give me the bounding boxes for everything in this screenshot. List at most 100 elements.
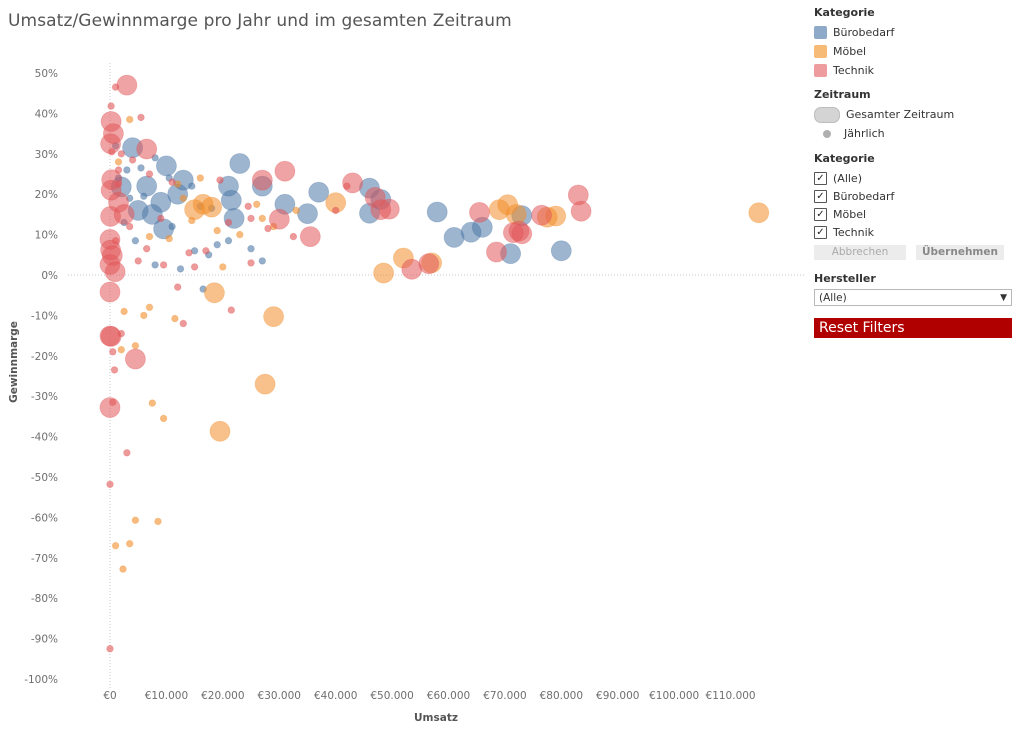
data-point[interactable] xyxy=(114,166,123,174)
data-point[interactable] xyxy=(109,398,117,406)
data-point[interactable] xyxy=(100,325,122,347)
data-point[interactable] xyxy=(426,201,448,223)
data-point[interactable] xyxy=(117,346,125,354)
data-point[interactable] xyxy=(145,170,154,178)
data-point[interactable] xyxy=(114,158,123,166)
data-point[interactable] xyxy=(343,182,351,190)
data-point[interactable] xyxy=(511,223,533,245)
data-point[interactable] xyxy=(224,236,233,245)
data-point[interactable] xyxy=(213,240,221,249)
data-point[interactable] xyxy=(202,247,210,255)
data-point[interactable] xyxy=(531,204,552,226)
data-point[interactable] xyxy=(188,182,196,190)
data-point[interactable] xyxy=(131,342,140,350)
data-point[interactable] xyxy=(131,516,140,524)
data-point[interactable] xyxy=(289,232,298,241)
cancel-button[interactable]: Abbrechen xyxy=(814,245,906,260)
data-point[interactable] xyxy=(213,226,221,235)
data-point[interactable] xyxy=(258,257,266,265)
data-point[interactable] xyxy=(219,263,227,271)
data-point[interactable] xyxy=(109,348,117,356)
data-point[interactable] xyxy=(176,265,185,273)
data-point[interactable] xyxy=(124,348,146,370)
data-point[interactable] xyxy=(140,192,148,200)
data-point[interactable] xyxy=(151,261,159,269)
data-point[interactable] xyxy=(99,281,121,303)
legend-item-buerobedarf[interactable]: Bürobedarf xyxy=(814,23,1012,42)
data-point[interactable] xyxy=(141,203,163,225)
data-point[interactable] xyxy=(106,645,114,653)
data-point[interactable] xyxy=(137,164,145,172)
checkbox-moebel[interactable]: ✓ Möbel xyxy=(814,205,1012,223)
apply-button[interactable]: Übernehmen xyxy=(916,245,1004,260)
data-point[interactable] xyxy=(134,257,142,265)
data-point[interactable] xyxy=(168,222,176,231)
data-point[interactable] xyxy=(236,230,244,239)
data-point[interactable] xyxy=(111,83,120,91)
data-point[interactable] xyxy=(570,200,592,222)
data-point[interactable] xyxy=(188,216,196,225)
data-point[interactable] xyxy=(111,542,120,550)
data-point[interactable] xyxy=(229,153,251,174)
data-point[interactable] xyxy=(110,366,119,374)
data-point[interactable] xyxy=(154,517,162,526)
data-point[interactable] xyxy=(106,480,114,488)
checkbox-alle[interactable]: ✓ (Alle) xyxy=(814,169,1012,187)
data-point[interactable] xyxy=(227,306,235,314)
data-point[interactable] xyxy=(418,253,440,275)
data-point[interactable] xyxy=(185,249,193,257)
data-point[interactable] xyxy=(119,565,127,573)
data-point[interactable] xyxy=(145,303,154,311)
data-point[interactable] xyxy=(123,166,131,174)
data-point[interactable] xyxy=(173,283,182,291)
data-point[interactable] xyxy=(107,102,115,110)
data-point[interactable] xyxy=(253,200,261,208)
data-point[interactable] xyxy=(145,232,154,241)
legend-item-technik[interactable]: Technik xyxy=(814,61,1012,80)
data-point[interactable] xyxy=(136,138,158,160)
data-point[interactable] xyxy=(171,314,179,323)
data-point[interactable] xyxy=(244,202,252,210)
radio-jaehrlich[interactable]: Jährlich xyxy=(814,124,1012,143)
data-point[interactable] xyxy=(168,178,176,186)
data-point[interactable] xyxy=(292,206,300,215)
data-point[interactable] xyxy=(131,236,140,245)
data-point[interactable] xyxy=(179,194,187,202)
reset-filters-button[interactable]: Reset Filters xyxy=(814,318,1012,338)
data-point[interactable] xyxy=(251,169,273,191)
data-point[interactable] xyxy=(209,420,231,442)
data-point[interactable] xyxy=(117,329,125,338)
data-point[interactable] xyxy=(148,399,156,407)
data-point[interactable] xyxy=(190,263,199,271)
data-point[interactable] xyxy=(155,155,177,177)
data-point[interactable] xyxy=(140,311,148,320)
radio-gesamter-zeitraum[interactable]: Gesamter Zeitraum xyxy=(814,105,1012,124)
data-point[interactable] xyxy=(125,115,134,124)
data-point[interactable] xyxy=(378,198,400,220)
data-point[interactable] xyxy=(220,189,242,211)
data-point[interactable] xyxy=(263,306,285,328)
data-point[interactable] xyxy=(332,206,340,215)
data-point[interactable] xyxy=(254,373,276,395)
data-point[interactable] xyxy=(107,148,116,156)
data-point[interactable] xyxy=(224,218,233,227)
data-point[interactable] xyxy=(247,214,255,223)
data-point[interactable] xyxy=(113,203,135,225)
data-point[interactable] xyxy=(216,176,224,184)
legend-item-moebel[interactable]: Möbel xyxy=(814,42,1012,61)
data-point[interactable] xyxy=(299,226,321,248)
data-point[interactable] xyxy=(550,240,572,262)
data-point[interactable] xyxy=(157,214,165,223)
data-point[interactable] xyxy=(116,74,138,96)
data-point[interactable] xyxy=(120,307,128,316)
data-point[interactable] xyxy=(247,259,255,267)
data-point[interactable] xyxy=(159,414,168,423)
data-point[interactable] xyxy=(123,449,131,457)
data-point[interactable] xyxy=(104,261,126,283)
data-point[interactable] xyxy=(184,199,206,221)
data-point[interactable] xyxy=(125,540,134,548)
data-point[interactable] xyxy=(159,261,168,269)
data-point[interactable] xyxy=(179,319,187,328)
data-point[interactable] xyxy=(247,244,255,253)
data-point[interactable] xyxy=(125,222,134,231)
